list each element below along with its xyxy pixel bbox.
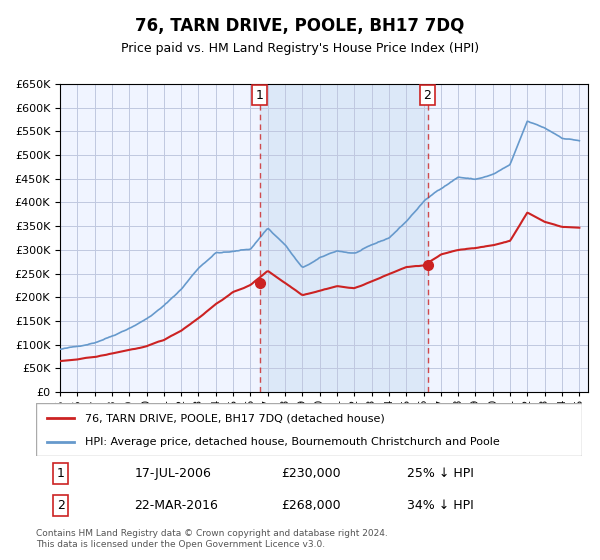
Text: 34% ↓ HPI: 34% ↓ HPI bbox=[407, 499, 474, 512]
Text: 2: 2 bbox=[424, 88, 431, 102]
Text: 76, TARN DRIVE, POOLE, BH17 7DQ (detached house): 76, TARN DRIVE, POOLE, BH17 7DQ (detache… bbox=[85, 413, 385, 423]
FancyBboxPatch shape bbox=[36, 403, 582, 456]
Text: £230,000: £230,000 bbox=[282, 467, 341, 480]
Text: 25% ↓ HPI: 25% ↓ HPI bbox=[407, 467, 474, 480]
Text: 1: 1 bbox=[256, 88, 264, 102]
Text: 76, TARN DRIVE, POOLE, BH17 7DQ: 76, TARN DRIVE, POOLE, BH17 7DQ bbox=[136, 17, 464, 35]
Text: HPI: Average price, detached house, Bournemouth Christchurch and Poole: HPI: Average price, detached house, Bour… bbox=[85, 436, 500, 446]
Bar bbox=[260, 84, 428, 392]
Text: 2: 2 bbox=[56, 499, 65, 512]
Text: 1: 1 bbox=[56, 467, 65, 480]
Text: Price paid vs. HM Land Registry's House Price Index (HPI): Price paid vs. HM Land Registry's House … bbox=[121, 42, 479, 55]
Text: Contains HM Land Registry data © Crown copyright and database right 2024.
This d: Contains HM Land Registry data © Crown c… bbox=[36, 529, 388, 549]
Text: 22-MAR-2016: 22-MAR-2016 bbox=[134, 499, 218, 512]
Text: £268,000: £268,000 bbox=[282, 499, 341, 512]
Text: 17-JUL-2006: 17-JUL-2006 bbox=[134, 467, 211, 480]
